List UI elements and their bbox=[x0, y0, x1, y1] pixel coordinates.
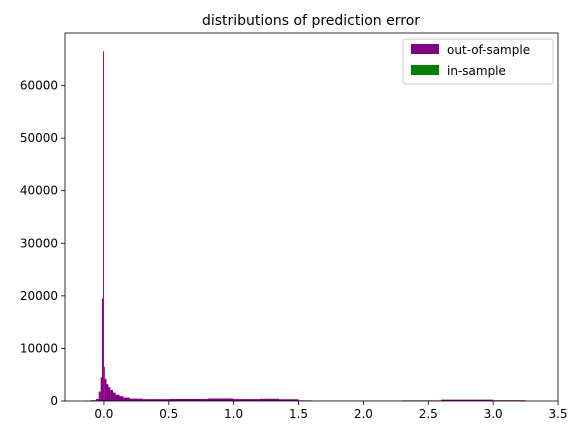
y-tick-label: 40000 bbox=[20, 184, 58, 198]
chart-title: distributions of prediction error bbox=[202, 13, 420, 29]
histogram-bar-out-of-sample-6 bbox=[103, 51, 104, 402]
histogram-bar-out-of-sample-18 bbox=[168, 399, 208, 401]
x-tick-label: 0.0 bbox=[94, 407, 113, 421]
legend-swatch-in-sample bbox=[411, 65, 439, 75]
x-tick-label: 1.0 bbox=[224, 407, 243, 421]
legend-swatch-out-of-sample bbox=[411, 44, 439, 54]
x-tick-label: 1.5 bbox=[289, 407, 308, 421]
legend-label-in-sample: in-sample bbox=[447, 64, 506, 78]
histogram-bar-out-of-sample-3 bbox=[98, 391, 101, 401]
plot-frame bbox=[64, 32, 559, 402]
histogram-bar-out-of-sample-12 bbox=[113, 392, 116, 401]
y-tick-label: 20000 bbox=[20, 289, 58, 303]
histogram-bar-out-of-sample-4 bbox=[100, 377, 102, 401]
x-axis-ticks: 0.0 0.5 1.0 1.5 2.0 2.5 3.0 3.5 bbox=[94, 401, 568, 421]
histogram-bar-out-of-sample-8 bbox=[104, 378, 107, 401]
histogram-bar-out-of-sample-11 bbox=[110, 389, 114, 401]
legend-label-out-of-sample: out-of-sample bbox=[447, 43, 530, 57]
histogram-bar-out-of-sample-26 bbox=[441, 399, 494, 401]
histogram-bar-out-of-sample-10 bbox=[108, 387, 111, 401]
histogram-bar-out-of-sample-13 bbox=[115, 394, 120, 401]
histogram-bar-out-of-sample-14 bbox=[119, 396, 124, 401]
y-tick-label: 0 bbox=[50, 394, 58, 408]
x-tick-label: 2.5 bbox=[419, 407, 438, 421]
y-tick-label: 50000 bbox=[20, 131, 58, 145]
y-tick-label: 30000 bbox=[20, 236, 58, 250]
x-tick-label: 3.5 bbox=[548, 407, 567, 421]
histogram-bar-out-of-sample-16 bbox=[129, 398, 143, 401]
x-tick-label: 3.0 bbox=[484, 407, 503, 421]
histogram-bar-out-of-sample-7 bbox=[103, 366, 105, 401]
y-tick-label: 10000 bbox=[20, 341, 58, 355]
y-axis-ticks: 0 10000 20000 30000 40000 50000 60000 bbox=[20, 79, 65, 408]
histogram-bar-out-of-sample-19 bbox=[207, 398, 234, 401]
histogram-bar-out-of-sample-5 bbox=[101, 298, 104, 401]
legend-box bbox=[402, 38, 554, 85]
histogram-bars bbox=[85, 51, 526, 402]
y-tick-label: 60000 bbox=[20, 79, 58, 93]
histogram-bar-out-of-sample-22 bbox=[279, 399, 299, 401]
x-tick-label: 2.0 bbox=[354, 407, 373, 421]
legend: out-of-sample in-sample bbox=[402, 38, 554, 85]
histogram-bar-out-of-sample-20 bbox=[233, 399, 260, 401]
x-tick-label: 0.5 bbox=[159, 407, 178, 421]
histogram-bar-out-of-sample-15 bbox=[123, 397, 130, 401]
histogram-bar-out-of-sample-2 bbox=[96, 398, 99, 401]
histogram-bar-out-of-sample-17 bbox=[142, 399, 169, 401]
histogram-bar-out-of-sample-21 bbox=[259, 398, 280, 401]
histogram-bar-out-of-sample-9 bbox=[106, 384, 109, 401]
